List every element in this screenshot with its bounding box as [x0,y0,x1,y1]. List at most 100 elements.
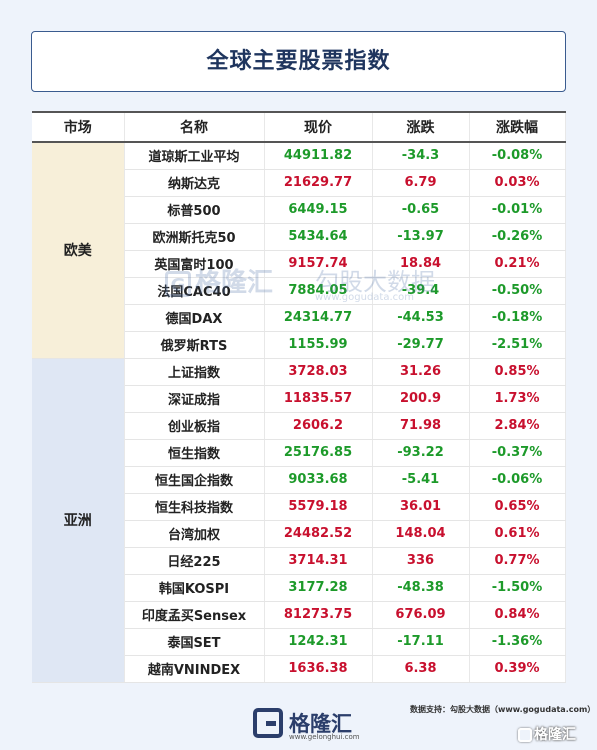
index-name-cell: 印度孟买Sensex [124,601,265,629]
change-cell: 31.26 [372,358,470,386]
table-header-row: 市场 名称 现价 涨跌 涨跌幅 [32,111,566,143]
header-market: 市场 [32,111,125,143]
change-cell: -0.65 [372,196,470,224]
index-name-cell: 德国DAX [124,304,265,332]
change-cell: -93.22 [372,439,470,467]
table-row: 泰国SET 1242.31 -17.11 -1.36% [32,628,566,656]
table-row: 恒生科技指数 5579.18 36.01 0.65% [32,493,566,521]
table-row: 深证成指 11835.57 200.9 1.73% [32,385,566,413]
price-cell: 21629.77 [264,169,373,197]
region-cell: 亚洲 [32,358,125,683]
price-cell: 9157.74 [264,250,373,278]
index-name-cell: 纳斯达克 [124,169,265,197]
change-cell: -44.53 [372,304,470,332]
table-row: 日经225 3714.31 336 0.77% [32,547,566,575]
change-cell: -39.4 [372,277,470,305]
change-cell: 148.04 [372,520,470,548]
region-cell: 欧美 [32,142,125,359]
index-name-cell: 标普500 [124,196,265,224]
table-row: 德国DAX 24314.77 -44.53 -0.18% [32,304,566,332]
table-body: 欧美 道琼斯工业平均 44911.82 -34.3 -0.08% 纳斯达克 21629.77… [32,142,566,683]
header-pct: 涨跌幅 [469,111,566,143]
price-cell: 3728.03 [264,358,373,386]
price-cell: 6449.15 [264,196,373,224]
table-row: 俄罗斯RTS 1155.99 -29.77 -2.51% [32,331,566,359]
pct-cell: 2.84% [469,412,566,440]
price-cell: 7884.05 [264,277,373,305]
change-cell: -5.41 [372,466,470,494]
pct-cell: -0.06% [469,466,566,494]
page-title: 全球主要股票指数 [206,49,391,74]
pct-cell: -0.26% [469,223,566,251]
table-row: 英国富时100 9157.74 18.84 0.21% [32,250,566,278]
gelonghui-g-logo-icon [518,728,532,742]
pct-cell: -0.08% [469,142,566,170]
index-name-cell: 法国CAC40 [124,277,265,305]
change-cell: 336 [372,547,470,575]
pct-cell: 0.65% [469,493,566,521]
index-name-cell: 泰国SET [124,628,265,656]
index-name-cell: 创业板指 [124,412,265,440]
pct-cell: -2.51% [469,331,566,359]
change-cell: 36.01 [372,493,470,521]
index-name-cell: 恒生国企指数 [124,466,265,494]
pct-cell: 0.03% [469,169,566,197]
index-name-cell: 欧洲斯托克50 [124,223,265,251]
table-row: 法国CAC40 7884.05 -39.4 -0.50% [32,277,566,305]
index-table: 市场 名称 现价 涨跌 涨跌幅 欧美 道琼斯工业平均 44911.82 -34.3 -0… [32,111,566,683]
index-name-cell: 日经225 [124,547,265,575]
pct-cell: -1.36% [469,628,566,656]
pct-cell: 0.84% [469,601,566,629]
index-name-cell: 英国富时100 [124,250,265,278]
change-cell: 6.79 [372,169,470,197]
change-cell: -34.3 [372,142,470,170]
table-row: 标普500 6449.15 -0.65 -0.01% [32,196,566,224]
price-cell: 81273.75 [264,601,373,629]
pct-cell: 0.61% [469,520,566,548]
change-cell: 18.84 [372,250,470,278]
pct-cell: 0.21% [469,250,566,278]
price-cell: 1155.99 [264,331,373,359]
price-cell: 44911.82 [264,142,373,170]
price-cell: 5434.64 [264,223,373,251]
price-cell: 2606.2 [264,412,373,440]
index-name-cell: 韩国KOSPI [124,574,265,602]
index-name-cell: 上证指数 [124,358,265,386]
pct-cell: -0.50% [469,277,566,305]
price-cell: 1242.31 [264,628,373,656]
table-row: 创业板指 2606.2 71.98 2.84% [32,412,566,440]
price-cell: 25176.85 [264,439,373,467]
header-price: 现价 [264,111,373,143]
pct-cell: 0.77% [469,547,566,575]
pct-cell: -1.50% [469,574,566,602]
change-cell: -17.11 [372,628,470,656]
table-row: 台湾加权 24482.52 148.04 0.61% [32,520,566,548]
table-row: 印度孟买Sensex 81273.75 676.09 0.84% [32,601,566,629]
change-cell: -13.97 [372,223,470,251]
price-cell: 1636.38 [264,655,373,683]
change-cell: -29.77 [372,331,470,359]
footer-url: www.gelonghui.com [289,733,360,741]
price-cell: 5579.18 [264,493,373,521]
index-name-cell: 恒生科技指数 [124,493,265,521]
table-row: 恒生国企指数 9033.68 -5.41 -0.06% [32,466,566,494]
table-row: 恒生指数 25176.85 -93.22 -0.37% [32,439,566,467]
change-cell: 200.9 [372,385,470,413]
index-name-cell: 道琼斯工业平均 [124,142,265,170]
index-name-cell: 俄罗斯RTS [124,331,265,359]
pct-cell: -0.37% [469,439,566,467]
header-change: 涨跌 [372,111,470,143]
table-row: 纳斯达克 21629.77 6.79 0.03% [32,169,566,197]
table-row: 亚洲 上证指数 3728.03 31.26 0.85% [32,358,566,683]
table-row: 欧美 道琼斯工业平均 44911.82 -34.3 -0.08% [32,142,566,359]
gelonghui-g-logo-icon [253,708,283,738]
index-name-cell: 台湾加权 [124,520,265,548]
price-cell: 11835.57 [264,385,373,413]
price-cell: 24314.77 [264,304,373,332]
change-cell: 6.38 [372,655,470,683]
corner-watermark: 格隆汇 [518,724,576,744]
header-name: 名称 [124,111,265,143]
price-cell: 24482.52 [264,520,373,548]
data-source-note: 数据支持：勾股大数据（www.gogudata.com） [410,705,596,714]
